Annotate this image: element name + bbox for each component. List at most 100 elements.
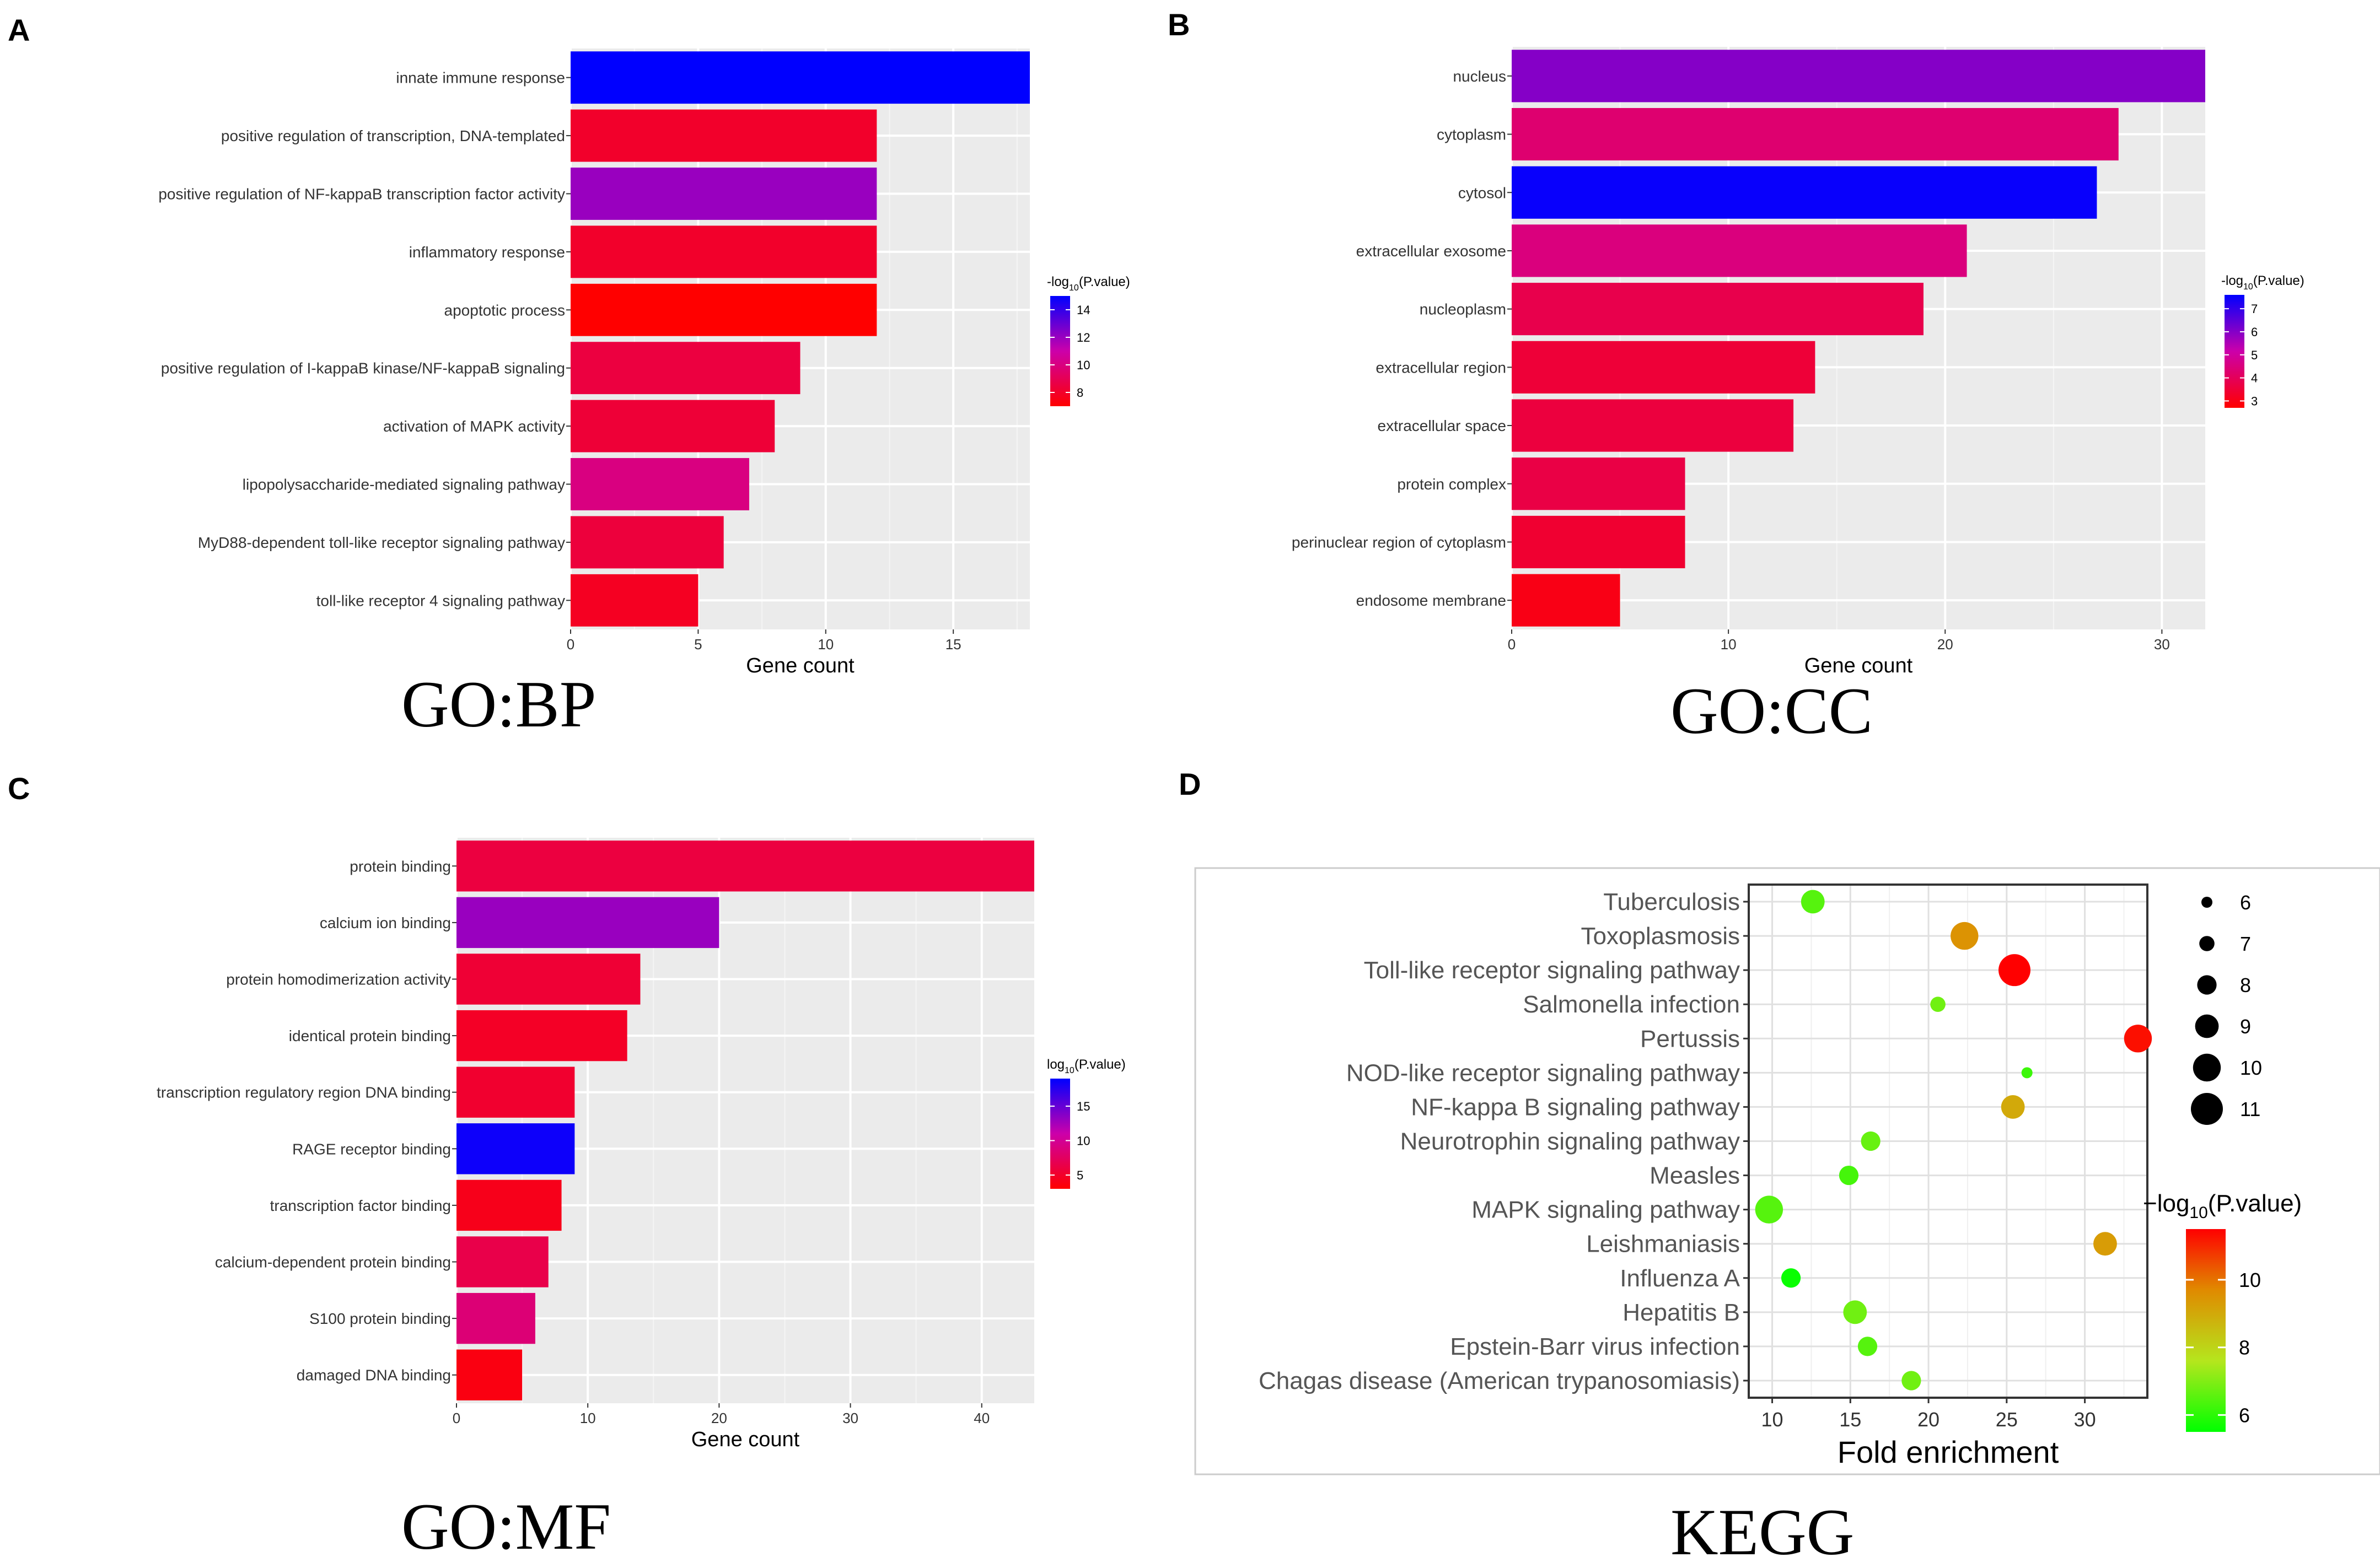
- bar-c-10: [456, 1349, 523, 1400]
- x-axis-title-kegg: Fold enrichment: [1838, 1435, 2059, 1469]
- legend-tick-label-b: 3: [2251, 394, 2258, 408]
- legend-tick-label-c: 5: [1077, 1168, 1083, 1182]
- category-label-kegg: Tuberculosis: [1603, 888, 1740, 915]
- x-tick-label-a: 5: [694, 636, 702, 653]
- panel-letter-b: B: [1168, 7, 1190, 42]
- size-legend-label-kegg: 7: [2240, 933, 2251, 955]
- category-label-b: nucleus: [1453, 68, 1506, 85]
- x-tick-label-c: 40: [974, 1410, 990, 1426]
- legend-tick-label-b: 7: [2251, 302, 2258, 316]
- bar-b-10: [1512, 574, 1620, 627]
- legend-tick-label-c: 15: [1077, 1100, 1090, 1113]
- legend-title-a: -log10(P.value): [1047, 274, 1130, 293]
- chart-go-bp: innate immune response positive regulatio…: [158, 49, 1130, 677]
- legend-colorbar-b: [2225, 295, 2244, 408]
- bar-c-5: [456, 1066, 575, 1118]
- category-label-c: damaged DNA binding: [297, 1367, 451, 1384]
- size-legend-dot-kegg: [2197, 975, 2217, 995]
- bar-c-4: [456, 1010, 627, 1062]
- legend-tick-label-a: 12: [1077, 331, 1090, 344]
- point-kegg-13: [1843, 1300, 1867, 1324]
- caption-kegg: KEGG: [1670, 1495, 1854, 1557]
- bar-c-6: [456, 1123, 575, 1175]
- point-kegg-12: [1781, 1268, 1801, 1288]
- legend-title-suffix-b: (P.value): [2253, 273, 2304, 288]
- bar-b-3: [1512, 166, 2097, 219]
- legend-title-prefix-a: -log: [1047, 274, 1069, 289]
- category-label-a: positive regulation of transcription, DN…: [221, 127, 565, 144]
- category-label-b: extracellular region: [1376, 359, 1506, 376]
- legend-title-kegg: −log10(P.value): [2143, 1190, 2302, 1222]
- chart-go-mf: protein binding calcium ion binding protei…: [157, 838, 1126, 1451]
- legend-tick-label-b: 6: [2251, 325, 2258, 339]
- panel-letter-a: A: [8, 13, 30, 47]
- bar-b-6: [1512, 341, 1815, 394]
- category-label-kegg: Toll-like receptor signaling pathway: [1364, 957, 1740, 984]
- panel-letter-c: C: [8, 771, 30, 806]
- point-kegg-9: [1839, 1165, 1859, 1186]
- legend-title-prefix-b: -log: [2221, 273, 2243, 288]
- size-legend-label-kegg: 9: [2240, 1015, 2251, 1038]
- x-tick-label-c: 30: [842, 1410, 858, 1426]
- category-label-kegg: Toxoplasmosis: [1581, 923, 1740, 950]
- legend-colorbar-a: [1050, 296, 1070, 406]
- legend-tick-label-kegg: 6: [2239, 1404, 2250, 1426]
- category-label-a: activation of MAPK activity: [383, 418, 565, 435]
- category-label-kegg: NF-kappa B signaling pathway: [1411, 1093, 1740, 1120]
- legend-title-sub-c: 10: [1065, 1066, 1075, 1075]
- caption-go-bp: GO:BP: [401, 667, 596, 741]
- category-label-c: protein binding: [350, 858, 451, 875]
- category-label-c: RAGE receptor binding: [292, 1140, 451, 1157]
- category-label-c: transcription factor binding: [270, 1197, 451, 1214]
- x-tick-label-a: 0: [567, 636, 574, 653]
- legend-title-sub-a: 10: [1069, 283, 1079, 293]
- category-label-a: lipopolysaccharide-mediated signaling pa…: [243, 476, 565, 493]
- category-label-kegg: Measles: [1650, 1162, 1740, 1189]
- bar-a-7: [571, 400, 775, 452]
- x-tick-label-b: 0: [1508, 636, 1516, 653]
- category-label-b: protein complex: [1397, 476, 1506, 493]
- size-legend-dot-kegg: [2193, 1053, 2221, 1082]
- x-tick-label-kegg: 15: [1839, 1408, 1861, 1431]
- category-label-kegg: NOD-like receptor signaling pathway: [1346, 1059, 1740, 1086]
- x-tick-label-c: 10: [580, 1410, 596, 1426]
- x-tick-label-c: 20: [711, 1410, 727, 1426]
- bar-a-4: [571, 225, 877, 278]
- bar-a-3: [571, 168, 877, 220]
- category-label-b: nucleoplasm: [1420, 301, 1506, 318]
- size-legend-label-kegg: 8: [2240, 974, 2251, 996]
- legend-tick-label-a: 14: [1077, 303, 1090, 317]
- x-axis-title-c: Gene count: [691, 1428, 800, 1451]
- category-label-b: cytoplasm: [1437, 126, 1506, 143]
- legend-title-c: log10(P.value): [1047, 1057, 1126, 1075]
- point-kegg-1: [1801, 890, 1825, 914]
- bar-a-6: [571, 342, 801, 395]
- x-tick-label-c: 0: [453, 1410, 460, 1426]
- category-label-a: MyD88-dependent toll-like receptor signa…: [198, 534, 565, 551]
- legend-tick-label-kegg: 10: [2239, 1269, 2261, 1291]
- legend-title-sub-b: 10: [2243, 282, 2253, 292]
- caption-go-mf: GO:MF: [401, 1490, 611, 1557]
- bar-b-7: [1512, 399, 1794, 452]
- point-kegg-6: [2021, 1067, 2033, 1079]
- category-label-a: innate immune response: [396, 69, 565, 87]
- category-label-b: extracellular space: [1378, 417, 1506, 434]
- bar-b-1: [1512, 50, 2205, 103]
- legend-colorbar-kegg: [2186, 1229, 2226, 1432]
- legend-title-prefix-c: log: [1047, 1057, 1065, 1072]
- category-label-a: positive regulation of I-kappaB kinase/N…: [161, 360, 565, 377]
- category-label-b: extracellular exosome: [1356, 243, 1506, 260]
- size-legend-dot-kegg: [2199, 936, 2215, 951]
- category-label-a: apoptotic process: [444, 301, 565, 319]
- x-tick-label-a: 10: [818, 636, 834, 653]
- category-label-a: toll-like receptor 4 signaling pathway: [316, 592, 565, 609]
- x-tick-label-kegg: 25: [1996, 1408, 2018, 1431]
- bar-b-5: [1512, 283, 1924, 336]
- category-label-kegg: Influenza A: [1620, 1265, 1740, 1292]
- category-label-a: positive regulation of NF-kappaB transcr…: [158, 186, 565, 203]
- bar-c-9: [456, 1292, 535, 1344]
- bar-c-3: [456, 953, 641, 1005]
- bar-b-4: [1512, 224, 1967, 277]
- size-legend-label-kegg: 10: [2240, 1057, 2262, 1079]
